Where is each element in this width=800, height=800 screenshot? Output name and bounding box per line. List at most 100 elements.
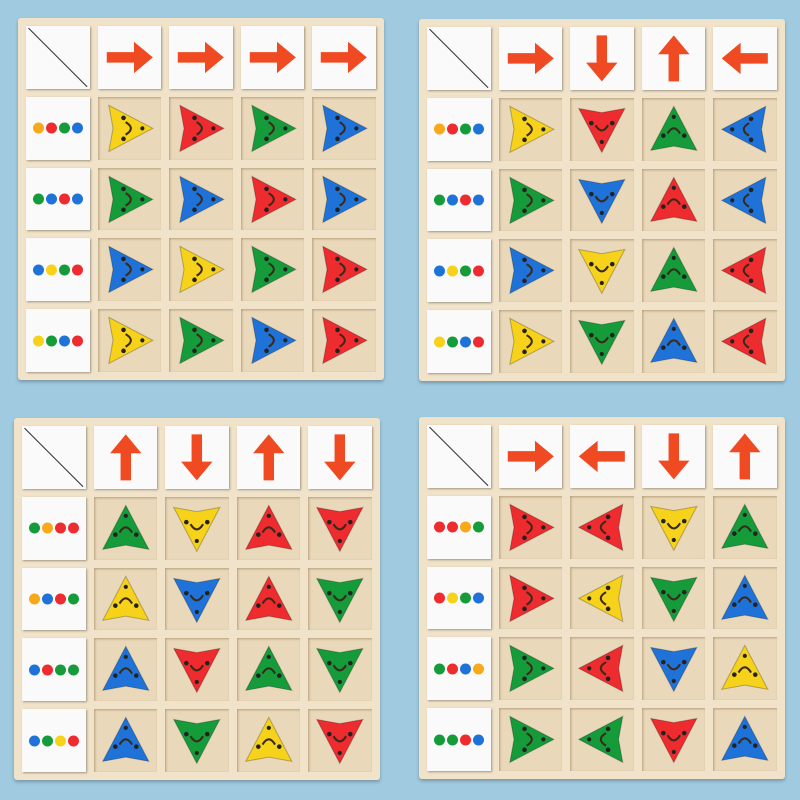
- dot-sequence-card: [427, 495, 491, 559]
- triangle-piece-red-left[interactable]: [570, 637, 634, 700]
- triangle-piece-green-down[interactable]: [165, 709, 229, 772]
- triangle-piece-yellow-down[interactable]: [165, 497, 229, 560]
- triangle-piece-red-left[interactable]: [713, 239, 777, 302]
- triangle-piece-blue-down[interactable]: [570, 169, 634, 232]
- dot-blue: [472, 194, 484, 206]
- triangle-piece-red-down[interactable]: [308, 497, 372, 560]
- grid-slot: [570, 566, 634, 630]
- triangle-piece-blue-up[interactable]: [94, 638, 158, 701]
- triangle-piece-green-right[interactable]: [98, 168, 162, 231]
- triangle-piece-red-up[interactable]: [237, 497, 301, 560]
- triangle-piece-yellow-right[interactable]: [499, 310, 563, 373]
- triangle-piece-red-down[interactable]: [308, 709, 372, 772]
- triangle-piece-yellow-down[interactable]: [570, 239, 634, 302]
- dot-yellow: [433, 336, 445, 348]
- triangle-piece-yellow-right[interactable]: [98, 97, 162, 160]
- triangle-piece-blue-up[interactable]: [94, 709, 158, 772]
- triangle-piece-green-right[interactable]: [241, 97, 305, 160]
- grid-slot: [236, 709, 301, 772]
- triangle-piece-green-down[interactable]: [570, 310, 634, 373]
- arrow-card-up: [93, 426, 158, 489]
- triangle-piece-green-down[interactable]: [308, 638, 372, 701]
- grid-slot: [308, 709, 372, 772]
- triangle-piece-red-right[interactable]: [499, 567, 563, 630]
- triangle-piece-green-down[interactable]: [308, 568, 372, 631]
- triangle-piece-yellow-up[interactable]: [713, 637, 777, 700]
- grid-slot: [498, 566, 563, 630]
- dot-sequence-card: [26, 309, 90, 372]
- triangle-piece-blue-right[interactable]: [169, 168, 233, 231]
- dot-row: [26, 264, 90, 276]
- triangle-piece-green-up[interactable]: [713, 496, 777, 559]
- arrow-left-icon: [722, 42, 769, 75]
- triangle-piece-blue-right[interactable]: [98, 238, 162, 301]
- triangle-piece-red-right[interactable]: [312, 309, 376, 372]
- dot-green: [446, 336, 458, 348]
- triangle-piece-green-up[interactable]: [237, 638, 301, 701]
- triangle-piece-red-right[interactable]: [241, 168, 305, 231]
- triangle-piece-red-down[interactable]: [570, 98, 634, 161]
- dot-red: [45, 122, 57, 134]
- triangle-piece-blue-down[interactable]: [642, 637, 706, 700]
- triangle-piece-yellow-right[interactable]: [499, 98, 563, 161]
- triangle-piece-blue-up[interactable]: [642, 310, 706, 373]
- dot-red: [472, 265, 484, 277]
- triangle-piece-green-right[interactable]: [499, 637, 563, 700]
- dot-sequence-card: [26, 167, 90, 231]
- triangle-piece-red-right[interactable]: [312, 238, 376, 301]
- triangle-piece-blue-down[interactable]: [165, 568, 229, 631]
- triangle-piece-green-up[interactable]: [642, 98, 706, 161]
- dot-green: [459, 592, 471, 604]
- dot-red: [71, 264, 83, 276]
- grid-slot: [93, 709, 158, 772]
- triangle-piece-green-left[interactable]: [570, 708, 634, 771]
- triangle-piece-red-down[interactable]: [642, 708, 706, 771]
- triangle-piece-green-up[interactable]: [94, 497, 158, 560]
- dot-row: [22, 522, 86, 534]
- grid-slot: [641, 168, 706, 232]
- triangle-piece-blue-left[interactable]: [713, 169, 777, 232]
- triangle-piece-green-right[interactable]: [499, 169, 563, 232]
- triangle-piece-green-right[interactable]: [499, 708, 563, 771]
- triangle-piece-green-right[interactable]: [169, 309, 233, 372]
- triangle-piece-blue-up[interactable]: [713, 708, 777, 771]
- grid-slot: [97, 309, 162, 372]
- triangle-piece-green-right[interactable]: [241, 238, 305, 301]
- triangle-piece-red-right[interactable]: [169, 97, 233, 160]
- dot-red: [459, 194, 471, 206]
- triangle-piece-blue-right[interactable]: [312, 168, 376, 231]
- triangle-piece-red-up[interactable]: [642, 169, 706, 232]
- triangle-piece-yellow-down[interactable]: [642, 496, 706, 559]
- triangle-piece-yellow-right[interactable]: [98, 309, 162, 372]
- triangle-piece-blue-right[interactable]: [312, 97, 376, 160]
- triangle-piece-blue-up[interactable]: [713, 567, 777, 630]
- dot-row: [427, 194, 491, 206]
- dot-green: [446, 734, 458, 746]
- triangle-piece-green-down[interactable]: [642, 567, 706, 630]
- triangle-piece-yellow-right[interactable]: [169, 238, 233, 301]
- dot-orange: [41, 522, 53, 534]
- dot-row: [26, 193, 90, 205]
- triangle-piece-yellow-up[interactable]: [94, 568, 158, 631]
- triangle-piece-blue-left[interactable]: [713, 98, 777, 161]
- triangle-piece-blue-right[interactable]: [241, 309, 305, 372]
- grid-slot: [169, 96, 233, 160]
- dot-sequence-card: [22, 638, 86, 702]
- triangle-piece-green-up[interactable]: [642, 239, 706, 302]
- triangle-piece-red-up[interactable]: [237, 568, 301, 631]
- dot-blue: [472, 734, 484, 746]
- arrow-up-icon: [657, 35, 690, 82]
- triangle-piece-red-right[interactable]: [499, 496, 563, 559]
- arrow-card-right: [169, 26, 233, 89]
- triangle-piece-red-down[interactable]: [165, 638, 229, 701]
- triangle-piece-red-left[interactable]: [570, 496, 634, 559]
- dot-blue: [433, 265, 445, 277]
- grid-slot: [713, 566, 777, 630]
- dot-red: [54, 593, 66, 605]
- triangle-piece-yellow-left[interactable]: [570, 567, 634, 630]
- dot-row: [22, 735, 86, 747]
- grid-slot: [713, 97, 777, 161]
- triangle-piece-red-left[interactable]: [713, 310, 777, 373]
- triangle-piece-blue-right[interactable]: [499, 239, 563, 302]
- triangle-piece-yellow-up[interactable]: [237, 709, 301, 772]
